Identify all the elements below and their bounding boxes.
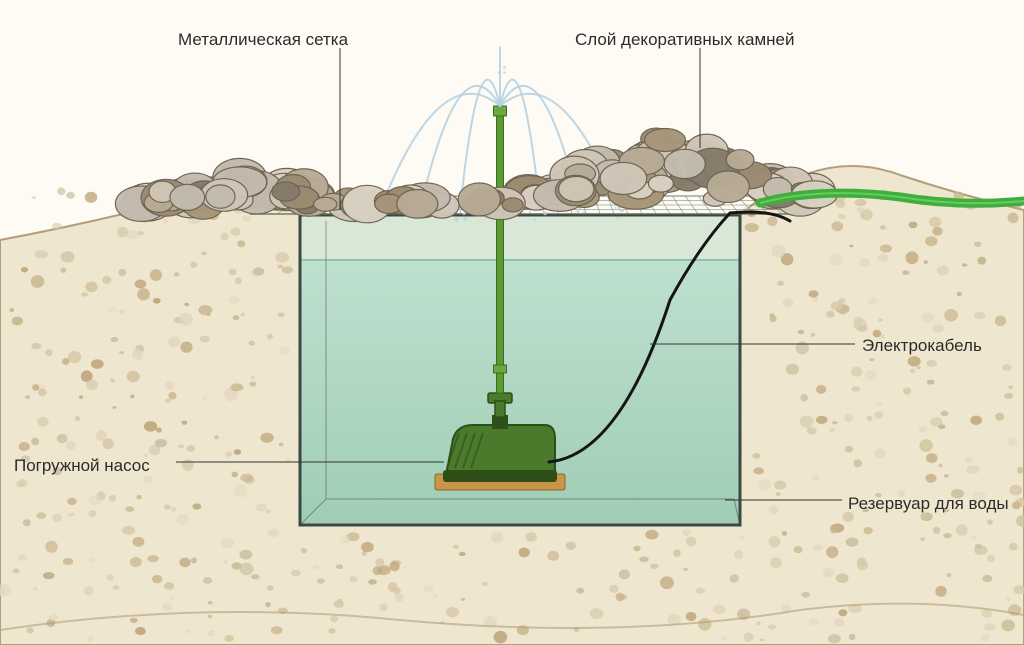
decorative-stones	[115, 128, 837, 223]
diagram-root: { "canvas": { "width": 1024, "height": 6…	[0, 0, 1024, 645]
riser-pipe	[497, 106, 504, 393]
label-mesh: Металлическая сетка	[178, 30, 348, 50]
label-cable: Электрокабель	[862, 336, 982, 356]
label-stones: Слой декоративных камней	[575, 30, 795, 50]
label-pump: Погружной насос	[14, 456, 150, 476]
label-reservoir: Резервуар для воды	[848, 494, 1009, 514]
diagram-svg	[0, 0, 1024, 645]
